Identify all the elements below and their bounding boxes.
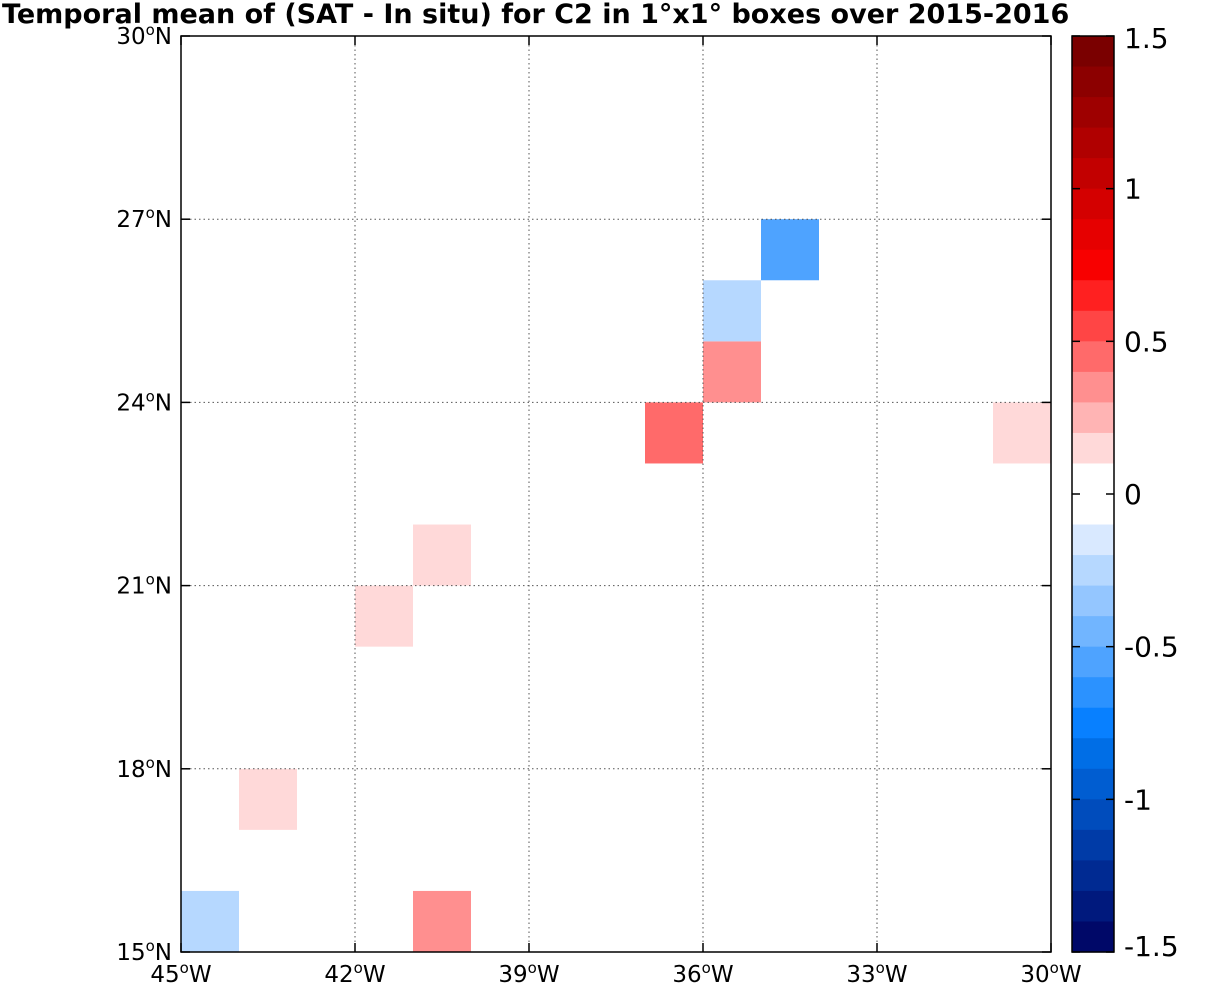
colorbar-band <box>1072 310 1114 342</box>
colorbar <box>1072 36 1114 953</box>
colorbar-band <box>1072 158 1114 190</box>
heatmap-cell <box>181 890 239 952</box>
colorbar-tick-label: 0.5 <box>1124 325 1169 358</box>
y-tick-label: 21oN <box>116 571 172 600</box>
colorbar-band <box>1072 97 1114 129</box>
colorbar-tick-labels: 1.5 1 0.5 0 -0.5 -1 -1.5 <box>1124 22 1179 963</box>
colorbar-band <box>1072 768 1114 800</box>
axis-ticks <box>180 35 1052 953</box>
colorbar-band <box>1072 249 1114 281</box>
heatmap-cell <box>645 402 703 464</box>
colorbar-band <box>1072 921 1114 953</box>
x-tick-label: 30oW <box>1020 959 1081 984</box>
heatmap-cell <box>703 341 761 403</box>
y-tick-label: 24oN <box>116 387 172 416</box>
heatmap-cell <box>703 280 761 342</box>
colorbar-band <box>1072 66 1114 98</box>
colorbar-tick-label: -1 <box>1124 783 1152 816</box>
colorbar-band <box>1072 280 1114 312</box>
colorbar-band <box>1072 860 1114 892</box>
colorbar-band <box>1072 188 1114 220</box>
colorbar-band <box>1072 494 1114 526</box>
colorbar-tick-label: -1.5 <box>1124 930 1179 963</box>
y-tick-label: 30oN <box>116 21 172 50</box>
colorbar-band <box>1072 219 1114 251</box>
x-tick-labels: 45oW 42oW 39oW 36oW 33oW 30oW <box>150 959 1081 984</box>
x-tick-label: 45oW <box>150 959 211 984</box>
x-tick-label: 42oW <box>324 959 385 984</box>
colorbar-band <box>1072 646 1114 678</box>
data-cells <box>181 219 1051 952</box>
gridlines <box>181 36 1051 952</box>
colorbar-band <box>1072 432 1114 465</box>
colorbar-band <box>1072 738 1114 770</box>
x-tick-label: 39oW <box>498 959 559 984</box>
heatmap-cell <box>413 890 471 952</box>
colorbar-band <box>1072 677 1114 709</box>
colorbar-tick-label: 1 <box>1124 173 1142 206</box>
y-tick-labels: 15oN 18oN 21oN 24oN 27oN 30oN <box>116 21 172 966</box>
colorbar-tick-label: 0 <box>1124 478 1142 511</box>
colorbar-tick-label: -0.5 <box>1124 631 1179 664</box>
colorbar-band <box>1072 524 1114 556</box>
colorbar-band <box>1072 707 1114 739</box>
chart-title: Temporal mean of (SAT - In situ) for C2 … <box>2 0 1070 30</box>
heatmap-cell <box>761 219 819 281</box>
colorbar-band <box>1072 341 1114 373</box>
colorbar-band <box>1072 371 1114 403</box>
heatmap-cell <box>993 402 1051 464</box>
colorbar-band <box>1072 616 1114 648</box>
heatmap-cell <box>239 768 297 830</box>
colorbar-ticks <box>1072 35 1114 953</box>
x-tick-label: 36oW <box>672 959 733 984</box>
colorbar-band <box>1072 829 1114 861</box>
colorbar-band <box>1072 402 1114 434</box>
colorbar-band <box>1072 463 1114 495</box>
y-tick-label: 18oN <box>116 754 172 783</box>
plot-frame <box>180 35 1052 953</box>
colorbar-band <box>1072 36 1114 68</box>
colorbar-band <box>1072 585 1114 617</box>
colorbar-band <box>1072 127 1114 159</box>
heatmap-cell <box>355 585 413 647</box>
y-tick-label: 15oN <box>116 937 172 966</box>
colorbar-band <box>1072 890 1114 923</box>
colorbar-tick-label: 1.5 <box>1124 22 1169 55</box>
colorbar-band <box>1072 799 1114 831</box>
y-tick-label: 27oN <box>116 204 172 233</box>
colorbar-band <box>1072 555 1114 587</box>
x-tick-label: 33oW <box>846 959 907 984</box>
heatmap-cell <box>413 524 471 586</box>
